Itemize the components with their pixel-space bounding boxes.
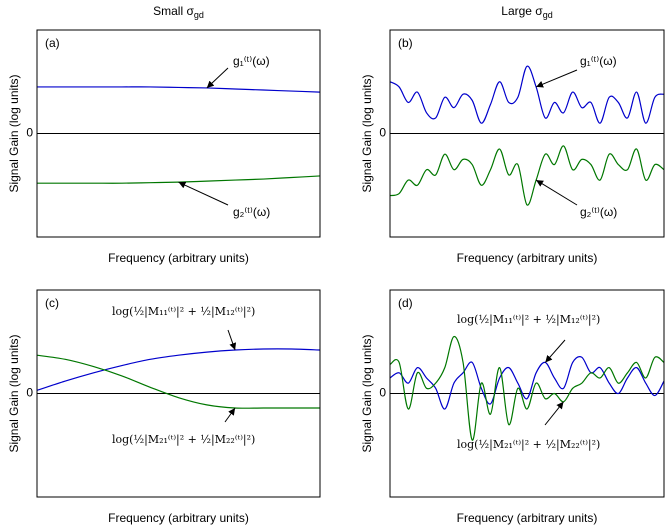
series-line [36,86,321,93]
y-tick-label: 0 [379,386,386,400]
x-axis-label: Frequency (arbitrary units) [108,511,249,525]
annotation-arrow [224,407,236,423]
curve-annotation: g₂⁽ᵗ⁾(ω) [233,205,270,219]
column-title: Large σgd [501,4,552,20]
series-line [36,348,321,391]
panel-label: (b) [398,36,413,50]
x-axis-label: Frequency (arbitrary units) [108,251,249,265]
y-tick-label: 0 [379,126,386,140]
annotation-arrow [227,329,237,351]
column-title: Small σgd [153,4,204,20]
y-axis-label: Signal Gain (log units) [360,334,374,452]
y-axis-label: Signal Gain (log units) [7,74,21,192]
panel-label: (a) [45,36,60,50]
annotation-arrow [535,69,578,88]
title-subscript: gd [194,10,204,20]
curve-annotation: g₂⁽ᵗ⁾(ω) [580,205,617,219]
y-axis-label: Signal Gain (log units) [7,334,21,452]
series-line [389,65,665,124]
panel-label: (c) [45,296,59,310]
plot-frame [389,289,665,498]
curve-annotation: log(½|M₂₁⁽ᵗ⁾|² + ½|M₂₂⁽ᵗ⁾|²) [112,433,255,447]
x-axis-label: Frequency (arbitrary units) [457,251,598,265]
series-line [389,335,665,441]
annotation-arrow [535,179,578,206]
series-line [36,354,320,409]
series-line [37,175,321,184]
title-text: Large σ [501,4,543,18]
y-tick-label: 0 [26,386,33,400]
plot-frame [36,289,321,498]
annotation-arrow [206,67,229,89]
panel-label: (d) [398,296,413,310]
curve-annotation: log(½|M₁₁⁽ᵗ⁾|² + ½|M₁₂⁽ᵗ⁾|²) [112,305,255,319]
x-axis-label: Frequency (arbitrary units) [457,511,598,525]
curve-annotation: g₁⁽ᵗ⁾(ω) [580,54,617,68]
annotation-arrow [544,339,566,363]
annotation-arrow [544,401,564,426]
curve-annotation: log(½|M₂₁⁽ᵗ⁾|² + ½|M₂₂⁽ᵗ⁾|²) [457,438,600,452]
plot-frame [389,29,665,238]
annotation-arrow [178,181,229,206]
title-subscript: gd [543,10,553,20]
curve-annotation: log(½|M₁₁⁽ᵗ⁾|² + ½|M₁₂⁽ᵗ⁾|²) [457,313,600,327]
y-axis-label: Signal Gain (log units) [360,74,374,192]
plot-frame [36,29,321,238]
curve-annotation: g₁⁽ᵗ⁾(ω) [233,54,270,68]
title-text: Small σ [153,4,194,18]
y-tick-label: 0 [26,126,33,140]
series-line [389,145,665,206]
series-line [389,356,665,410]
